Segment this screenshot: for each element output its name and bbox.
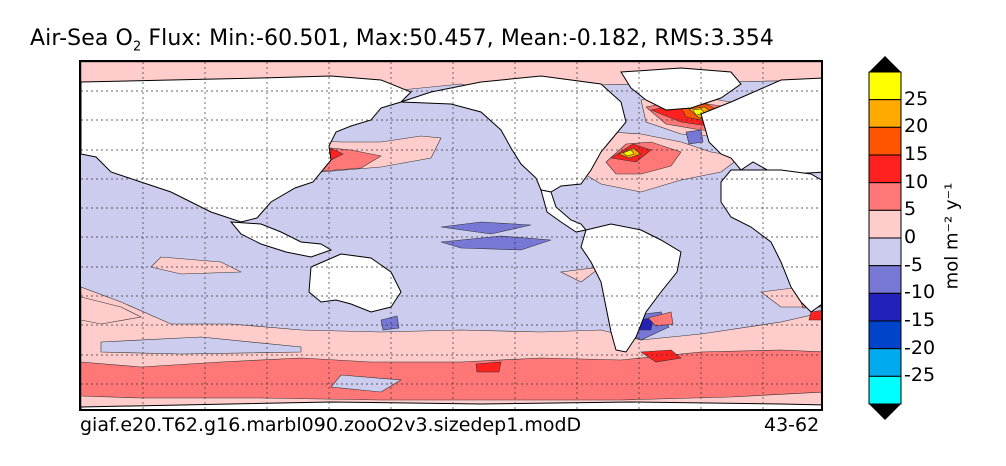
land-masses <box>81 67 821 409</box>
south-america-land <box>580 223 682 353</box>
years-label: 43-62 <box>764 414 820 436</box>
eurasia-land <box>81 75 412 223</box>
colorbar-bin <box>868 265 902 294</box>
australia-land <box>308 253 402 313</box>
colorbar-tick-label: -20 <box>904 336 936 359</box>
colorbar-tick-label: -25 <box>904 364 936 387</box>
central-america-land <box>540 189 587 233</box>
colorbar-tick-label: -5 <box>904 253 923 276</box>
colorbar-bin <box>868 71 902 101</box>
colorbar-bin <box>868 182 902 211</box>
southern-ocean-positive-flux <box>81 286 821 409</box>
flux-map <box>81 62 821 409</box>
map-gridlines <box>81 62 821 409</box>
colorbar-extend-top-arrow <box>869 56 901 72</box>
colorbar-bin <box>868 320 902 350</box>
maritime-continent-land <box>229 221 333 258</box>
colorbar-tick-label: 5 <box>904 198 917 221</box>
colorbar-tick-label: 15 <box>904 143 929 165</box>
colorbar-tick-label: -15 <box>904 309 936 331</box>
colorbar-bin <box>868 292 902 322</box>
map-panel <box>79 60 823 411</box>
antarctica-land <box>81 401 821 409</box>
chart-title: Air-Sea O2 Flux: Min:-60.501, Max:50.457… <box>30 26 774 55</box>
colorbar-tick-label: -10 <box>904 281 936 304</box>
colorbar-bin <box>868 154 902 184</box>
colorbar-bin <box>868 348 902 377</box>
colorbar-bin <box>868 126 902 156</box>
colorbar-tick-label: 10 <box>904 170 929 193</box>
colorbar-bins <box>868 71 902 405</box>
colorbar-tick-label: 25 <box>904 87 929 110</box>
colorbar-bin <box>868 99 902 128</box>
colorbar-bin <box>868 375 902 405</box>
colorbar-bin <box>868 237 902 267</box>
colorbar-extend-bottom-arrow <box>869 404 901 420</box>
colorbar <box>868 56 902 420</box>
colorbar-tick-label: 0 <box>904 226 917 248</box>
colorbar-tick-label: 20 <box>904 115 929 138</box>
greenland-land <box>620 67 742 111</box>
africa-land <box>720 169 821 313</box>
north-america-land <box>400 75 627 193</box>
colorbar-bin <box>868 209 902 239</box>
case-name-label: giaf.e20.T62.g16.marbl090.zooO2v3.sizede… <box>80 414 582 436</box>
